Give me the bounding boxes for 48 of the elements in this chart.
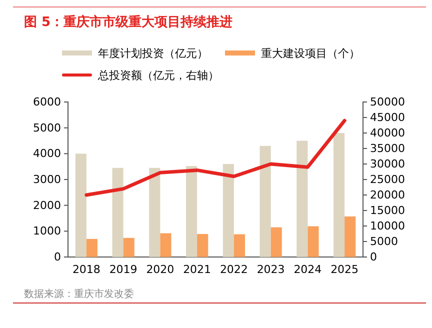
- y2-tick-label: 50000: [370, 96, 405, 109]
- bar: [334, 133, 345, 257]
- x-tick-label: 2020: [146, 263, 174, 276]
- bar: [75, 154, 86, 257]
- y2-tick-label: 0: [370, 250, 377, 264]
- y2-tick-label: 30000: [370, 158, 405, 171]
- legend-label: 总投资额（亿元，右轴）: [97, 69, 219, 82]
- y-tick-label: 5000: [33, 121, 61, 134]
- legend-label: 重大建设项目（个）: [261, 47, 360, 60]
- line-series: [84, 118, 346, 197]
- chart-title: 图 5：重庆市市级重大项目持续推进: [24, 14, 233, 30]
- y2-tick-label: 25000: [370, 173, 405, 186]
- bar: [160, 233, 172, 257]
- y2-tick-label: 10000: [370, 220, 405, 233]
- bar: [270, 227, 282, 257]
- x-tick-label: 2022: [220, 263, 248, 276]
- x-tick-label: 2018: [72, 263, 100, 276]
- bar: [112, 168, 124, 257]
- bar: [222, 164, 234, 257]
- y-tick-label: 2000: [33, 198, 61, 212]
- y2-tick-label: 45000: [370, 111, 405, 124]
- y-tick-label: 1000: [33, 224, 61, 238]
- y2-tick-label: 5000: [370, 235, 398, 248]
- x-tick-label: 2019: [109, 263, 138, 276]
- bar: [234, 234, 245, 257]
- bar: [149, 168, 160, 257]
- y-tick-label: 3000: [33, 173, 61, 186]
- y-tick-label: 4000: [33, 147, 61, 160]
- bar: [86, 238, 98, 257]
- bar: [197, 234, 208, 257]
- bar: [123, 238, 134, 257]
- x-tick-label: 2023: [256, 263, 285, 276]
- y2-tick-label: 20000: [370, 188, 405, 202]
- bar: [186, 166, 198, 257]
- bar: [308, 226, 319, 257]
- y2-tick-label: 35000: [370, 142, 405, 156]
- source-note: 数据来源：重庆市发改委: [24, 288, 134, 300]
- y-tick-label: 6000: [33, 96, 61, 109]
- bar: [260, 146, 271, 257]
- legend-label: 年度计划投资（亿元）: [98, 47, 208, 60]
- bar: [344, 216, 356, 257]
- y2-tick-label: 40000: [370, 126, 405, 140]
- x-tick-label: 2024: [294, 263, 322, 276]
- bar: [296, 140, 308, 257]
- x-tick-label: 2025: [330, 263, 359, 276]
- y2-tick-label: 15000: [370, 204, 405, 218]
- y-tick-label: 0: [54, 250, 61, 264]
- x-tick-label: 2021: [183, 263, 212, 276]
